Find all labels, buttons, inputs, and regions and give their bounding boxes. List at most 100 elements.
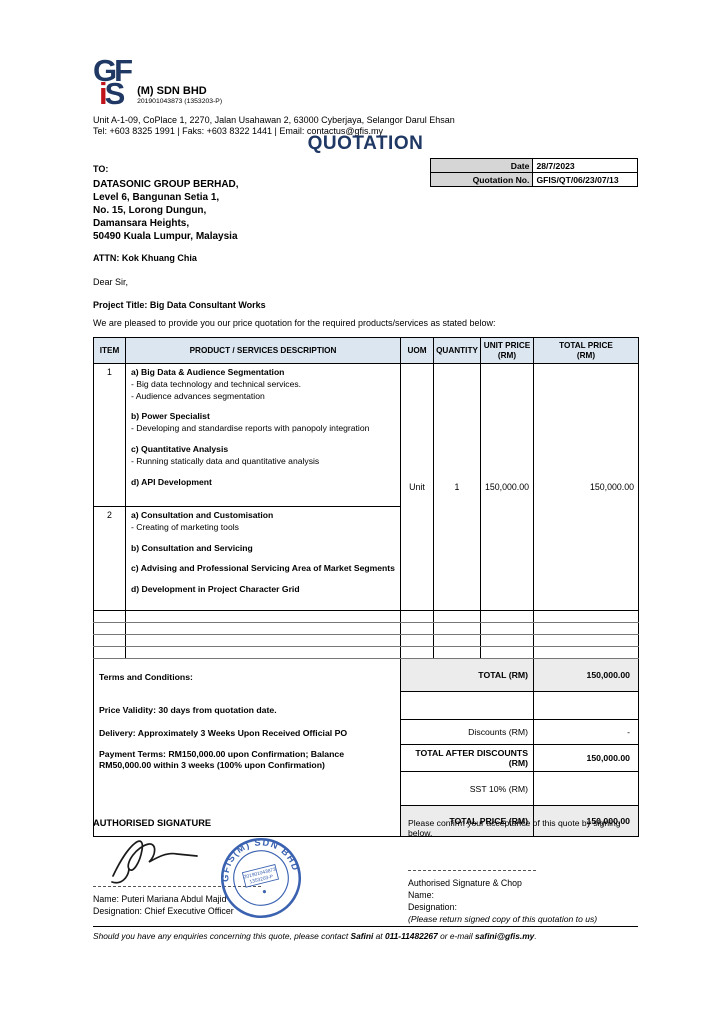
total-label: TOTAL (RM) (400, 658, 534, 692)
total-price-label: TOTAL PRICE (RM) (400, 805, 534, 837)
discounts-value: - (533, 719, 639, 745)
desc-spacer (131, 402, 395, 411)
recipient-line: Level 6, Bangunan Setia 1, (93, 192, 220, 203)
header-quantity: QUANTITY (433, 337, 481, 364)
company-identity: (M) SDN BHD 201901043873 (1353203-P) (137, 85, 222, 106)
meta-date-row: Date 28/7/2023 (429, 158, 638, 173)
totals-row-total-price: TOTAL PRICE (RM) 150,000.00 (94, 805, 639, 837)
recipient-block: TO: DATASONIC GROUP BERHAD, Level 6, Ban… (93, 164, 413, 243)
footer-text: Should you have any enquiries concerning… (93, 931, 349, 941)
handwritten-signature (111, 840, 198, 884)
customer-acceptance-block: Please confirm your acceptance of this q… (408, 818, 638, 924)
company-logo: GF iS (M) SDN BHD 201901043873 (1353203-… (93, 53, 638, 109)
empty-item-row (93, 634, 639, 647)
totals-row-blank (94, 691, 639, 720)
logo-letter-i: i (99, 75, 107, 111)
desc-line: b) Consultation and Servicing (131, 542, 253, 553)
logo-letters-top: GF (93, 53, 133, 88)
empty-item-row (93, 622, 639, 635)
company-address-block: Unit A-1-09, CoPlace 1, 2270, Jalan Usah… (93, 115, 638, 138)
item-1-description: a) Big Data & Audience Segmentation - Bi… (125, 363, 401, 507)
logo-letter-s: S (104, 75, 126, 111)
empty-item-row (93, 646, 639, 659)
date-value: 28/7/2023 (532, 158, 638, 173)
header-item: ITEM (93, 337, 126, 364)
authorised-signature-heading: AUTHORISED SIGNATURE (93, 818, 212, 828)
desc-line: a) Big Data & Audience Segmentation (131, 367, 285, 377)
company-address: Unit A-1-09, CoPlace 1, 2270, Jalan Usah… (93, 114, 455, 125)
header-total-price: TOTAL PRICE (RM) (533, 337, 639, 364)
total-after-discounts-label: TOTAL AFTER DISCOUNTS (RM) (400, 744, 534, 772)
sst-label: SST 10% (RM) (400, 771, 534, 806)
desc-spacer (131, 435, 395, 444)
footer-text: or e-mail (440, 931, 473, 941)
company-name: (M) SDN BHD (137, 84, 207, 97)
desc-spacer (131, 534, 395, 543)
authorised-signature-block: AUTHORISED SIGNATURE Name: Puteri Marian… (93, 818, 403, 919)
terms-heading: Terms and Conditions: (99, 672, 193, 682)
desc-spacer (131, 468, 395, 477)
authorised-signature-chop-label: Authorised Signature & Chop (408, 878, 522, 888)
totals-row-total: Terms and Conditions: Price Validity: 30… (93, 658, 639, 837)
terms-delivery: Delivery: Approximately 3 Weeks Upon Rec… (99, 728, 348, 738)
desc-line: - Audience advances segmentation (131, 390, 265, 401)
company-contact-line: Tel: +603 8325 1991 | Faks: +603 8322 14… (93, 126, 383, 137)
signatory-designation: Designation: Chief Executive Officer (93, 906, 234, 916)
letterhead: GF iS (M) SDN BHD 201901043873 (1353203-… (93, 53, 638, 138)
logo-letters-bottom: iS (93, 78, 130, 109)
document-title: QUOTATION (307, 133, 424, 154)
desc-line: - Developing and standardise reports wit… (131, 423, 370, 434)
header-description: PRODUCT / SERVICES DESCRIPTION (125, 337, 401, 364)
project-title-line: Project Title: Big Data Consultant Works (93, 300, 266, 310)
confirm-acceptance-note: Please confirm your acceptance of this q… (408, 818, 621, 838)
company-registration-number: 201901043873 (1353203-P) (137, 97, 223, 105)
gfis-logo-icon: GF iS (93, 53, 133, 109)
desc-line: c) Advising and Professional Servicing A… (131, 563, 395, 574)
total-value: 150,000.00 (533, 658, 639, 692)
stamp-registration-2: 1353203-P (249, 874, 274, 886)
items-table: ITEM PRODUCT / SERVICES DESCRIPTION UOM … (93, 337, 639, 837)
signatory-name: Name: Puteri Mariana Abdul Majid (93, 894, 227, 904)
terms-and-conditions-box: Terms and Conditions: Price Validity: 30… (93, 658, 401, 837)
desc-spacer (131, 554, 395, 563)
recipient-line: Damansara Heights, (93, 218, 190, 229)
header-uom: UOM (400, 337, 434, 364)
intro-line: We are pleased to provide you our price … (93, 318, 496, 328)
enquiries-footer: Should you have any enquiries concerning… (93, 926, 638, 941)
item-quantity-value: 1 (433, 363, 481, 611)
signature-line (93, 886, 261, 887)
return-copy-note: (Please return signed copy of this quota… (408, 914, 598, 924)
desc-line: d) Development in Project Character Grid (131, 584, 300, 595)
blank-value (533, 691, 639, 720)
acceptance-designation-label: Designation: (408, 902, 457, 912)
footer-text: . (534, 931, 537, 941)
meta-quotation-no-row: Quotation No. GFIS/QT/06/23/07/13 (429, 172, 638, 187)
recipient-address: DATASONIC GROUP BERHAD, Level 6, Banguna… (93, 178, 413, 243)
totals-row-after-discounts: TOTAL AFTER DISCOUNTS (RM) 150,000.00 (94, 744, 639, 772)
salutation: Dear Sir, (93, 277, 129, 287)
recipient-line: 50490 Kuala Lumpur, Malaysia (93, 231, 238, 242)
signature-section: AUTHORISED SIGNATURE Name: Puteri Marian… (93, 818, 638, 924)
item-1-number: 1 (93, 363, 126, 507)
desc-line: - Running statically data and quantitati… (131, 455, 320, 466)
quotation-no-value: GFIS/QT/06/23/07/13 (532, 172, 638, 187)
acceptance-signature-line (408, 870, 536, 871)
recipient-line: No. 15, Lorong Dungun, (93, 205, 207, 216)
acceptance-name-label: Name: (408, 890, 434, 900)
footer-phone: 011-11482267 (384, 931, 438, 941)
desc-line: - Creating of marketing tools (131, 521, 239, 532)
item-uom-value: Unit (400, 363, 434, 611)
sst-value (533, 771, 639, 806)
quotation-meta-table: Date 28/7/2023 Quotation No. GFIS/QT/06/… (429, 158, 638, 187)
item-row-1: 1 a) Big Data & Audience Segmentation - … (93, 363, 639, 611)
empty-item-row (93, 610, 639, 623)
desc-line: c) Quantitative Analysis (131, 443, 229, 454)
document-content: GF iS (M) SDN BHD 201901043873 (1353203-… (93, 0, 639, 1024)
desc-line: b) Power Specialist (131, 411, 210, 422)
quotation-no-label: Quotation No. (429, 172, 534, 187)
desc-line: d) API Development (131, 476, 212, 487)
terms-payment: Payment Terms: RM150,000.00 upon Confirm… (99, 749, 345, 770)
footer-email: safini@gfis.my (474, 931, 535, 941)
desc-line: - Big data technology and technical serv… (131, 378, 302, 389)
